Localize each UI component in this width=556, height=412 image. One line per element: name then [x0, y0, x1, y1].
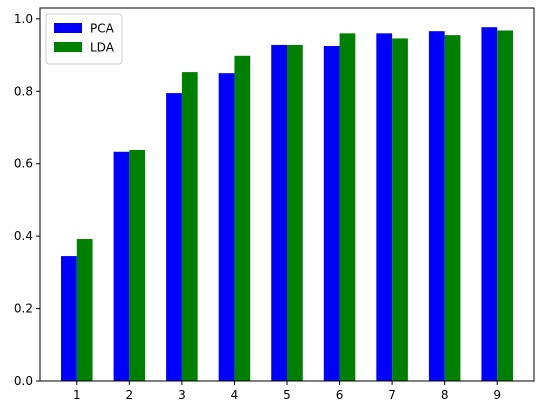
- bar-lda-6: [339, 33, 356, 381]
- bar-lda-8: [444, 35, 461, 382]
- x-tick-label: 9: [493, 388, 501, 402]
- bar-pca-5: [271, 44, 287, 381]
- bar-pca-7: [376, 33, 393, 381]
- bar-lda-9: [497, 30, 513, 382]
- x-tick-label: 5: [283, 388, 291, 402]
- bar-lda-5: [287, 44, 303, 381]
- y-tick-label: 0.0: [14, 374, 33, 388]
- y-tick-label: 0.4: [14, 229, 33, 243]
- x-tick-label: 6: [336, 388, 344, 402]
- bar-pca-3: [166, 93, 182, 382]
- x-tick-label: 2: [126, 388, 134, 402]
- bar-lda-4: [234, 55, 251, 381]
- x-tick-label: 8: [441, 388, 449, 402]
- bar-pca-1: [61, 256, 77, 381]
- legend-swatch-lda: [54, 42, 82, 52]
- legend-label-lda: LDA: [90, 41, 115, 55]
- bar-pca-2: [113, 151, 130, 381]
- x-tick-label: 3: [178, 388, 186, 402]
- y-tick-label: 0.6: [14, 157, 33, 171]
- axes-layer: 1 2 3 4 5 6 7 8 9 0.0 0.2 0.4 0.6 0.8 1.0: [14, 7, 535, 402]
- x-tick-label: 1: [73, 388, 81, 402]
- legend-label-pca: PCA: [90, 22, 115, 36]
- y-tick-label: 1.0: [14, 12, 33, 26]
- bar-pca-4: [218, 73, 235, 382]
- bars-layer: [61, 27, 513, 382]
- bar-pca-9: [481, 27, 498, 381]
- x-tick-label: 7: [388, 388, 396, 402]
- bar-pca-8: [428, 31, 445, 382]
- bar-lda-2: [129, 149, 146, 381]
- bar-lda-1: [76, 239, 93, 381]
- bar-pca-6: [323, 46, 340, 382]
- x-tick-label: 4: [231, 388, 239, 402]
- legend: PCA LDA: [45, 13, 123, 65]
- bar-lda-3: [181, 72, 198, 382]
- bar-lda-7: [392, 38, 408, 381]
- legend-swatch-pca: [54, 23, 82, 33]
- y-tick-label: 0.2: [14, 302, 33, 316]
- y-tick-label: 0.8: [14, 84, 33, 98]
